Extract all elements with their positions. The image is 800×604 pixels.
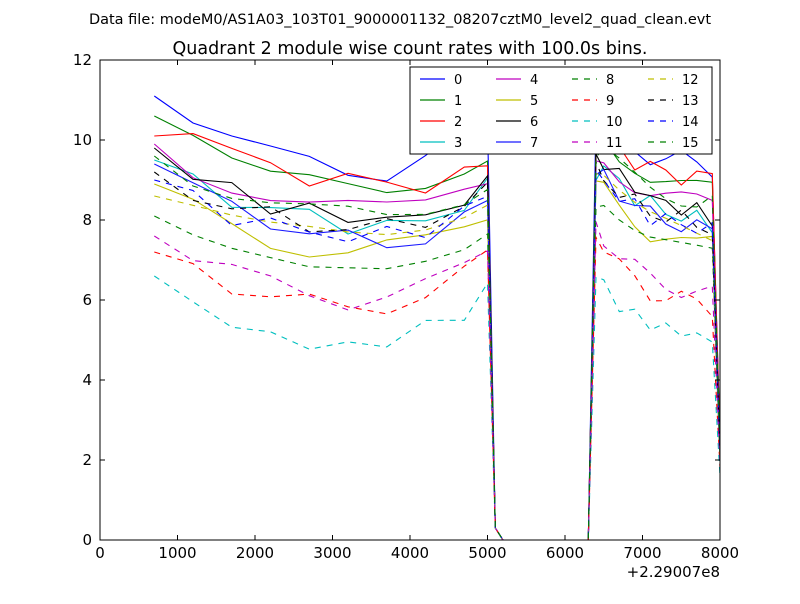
legend-label-0: 0 [454, 73, 462, 88]
legend-label-1: 1 [454, 94, 462, 109]
series-line-7 [154, 163, 720, 540]
y-tick-label: 12 [73, 51, 92, 69]
series-line-0 [153, 95, 720, 540]
legend-label-10: 10 [606, 115, 623, 130]
chart-suptitle: Data file: modeM0/AS1A03_103T01_90000011… [89, 12, 711, 28]
legend-label-2: 2 [454, 115, 462, 130]
series-line-9 [154, 235, 720, 540]
x-tick-label: 5000 [468, 544, 506, 562]
x-tick-label: 1000 [158, 544, 196, 562]
series-line-2 [154, 133, 720, 540]
series-line-6 [153, 147, 720, 540]
series-line-13 [153, 161, 720, 540]
series-line-5 [154, 180, 720, 540]
legend-label-3: 3 [454, 136, 462, 151]
legend-label-14: 14 [682, 115, 699, 130]
legend-label-4: 4 [530, 73, 538, 88]
legend-box [409, 66, 713, 155]
x-tick-label: 8000 [701, 544, 739, 562]
legend-label-5: 5 [530, 94, 538, 109]
x-tick-label: 4000 [391, 544, 429, 562]
legend-label-9: 9 [606, 94, 614, 109]
series-line-10 [153, 275, 720, 540]
y-tick-label: 0 [82, 531, 92, 549]
series-line-3 [154, 159, 720, 540]
y-tick-label: 4 [82, 371, 92, 389]
chart-title: Quadrant 2 module wise count rates with … [173, 39, 648, 59]
x-tick-label: 3000 [313, 544, 351, 562]
x-tick-label: 6000 [546, 544, 584, 562]
x-tick-label: 0 [95, 544, 105, 562]
series-line-8 [154, 204, 720, 540]
series-line-11 [154, 221, 720, 540]
y-tick-label: 8 [82, 211, 92, 229]
y-tick-label: 6 [82, 291, 92, 309]
series-line-4 [153, 143, 720, 540]
legend-label-6: 6 [530, 115, 538, 130]
y-tick-label: 10 [73, 131, 92, 149]
legend-label-13: 13 [682, 94, 699, 109]
legend-label-12: 12 [682, 73, 699, 88]
legend-label-15: 15 [682, 136, 699, 151]
series-line-14 [154, 168, 720, 540]
legend-label-7: 7 [530, 136, 538, 151]
legend-label-11: 11 [606, 136, 623, 151]
y-tick-label: 2 [82, 451, 92, 469]
x-offset-label: +2.29007e8 [627, 563, 720, 581]
legend-label-8: 8 [606, 73, 614, 88]
x-tick-label: 2000 [236, 544, 274, 562]
x-tick-label: 7000 [623, 544, 661, 562]
